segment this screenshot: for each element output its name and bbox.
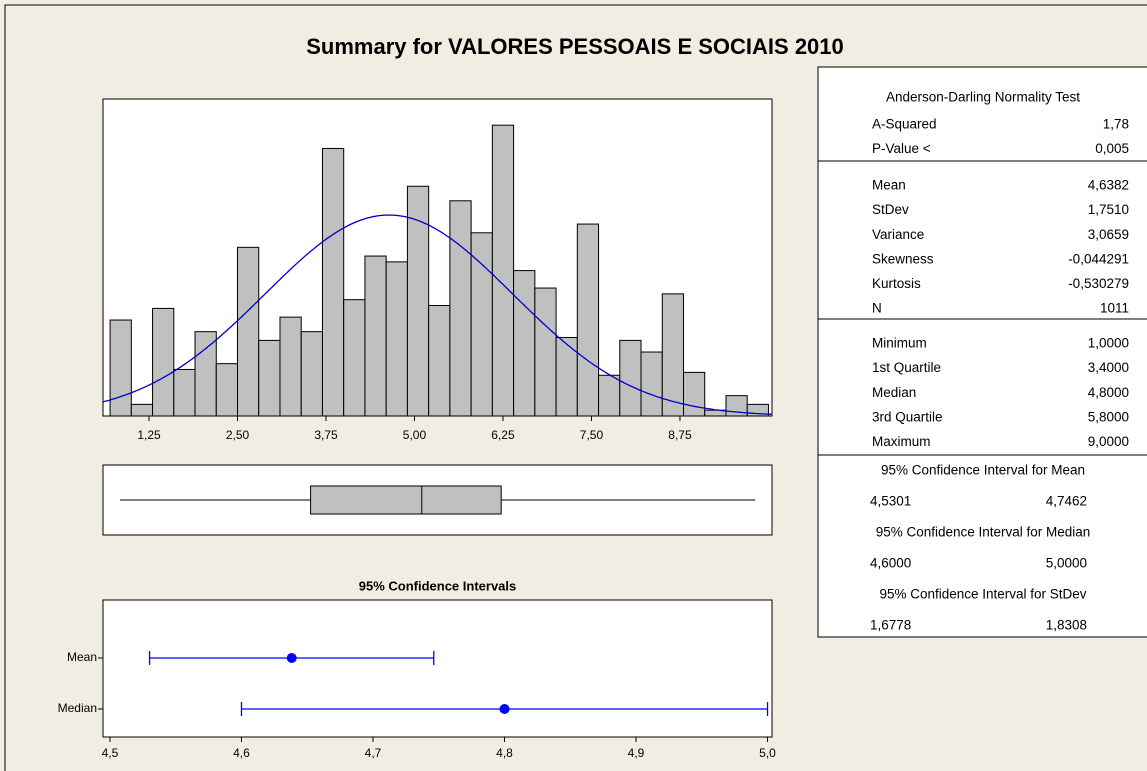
x-tick-label: 8,75 xyxy=(668,428,692,442)
box xyxy=(310,485,502,515)
table-text: 4,7462 xyxy=(1046,494,1087,509)
y-tick-label: Median xyxy=(58,701,97,715)
bar xyxy=(152,307,175,417)
table-text: 0,005 xyxy=(1095,141,1129,156)
x-tick-label: 1,25 xyxy=(137,428,161,442)
x-tick-label: 4,6 xyxy=(233,746,250,760)
table-text: 4,8000 xyxy=(1088,385,1129,400)
table-text: 4,6382 xyxy=(1088,178,1129,193)
bar xyxy=(385,261,408,417)
bar xyxy=(661,293,685,417)
bar xyxy=(449,200,472,417)
bar xyxy=(683,371,706,417)
bar xyxy=(173,368,196,417)
bar xyxy=(576,223,600,417)
table-text: P-Value < xyxy=(872,141,931,156)
bar xyxy=(513,270,536,417)
bar xyxy=(470,232,493,417)
bar xyxy=(598,374,621,417)
table-text: 1,6778 xyxy=(870,618,911,633)
table-text: A-Squared xyxy=(872,117,937,132)
table-text: 5,8000 xyxy=(1088,409,1129,424)
bar xyxy=(364,255,387,417)
table-text: 5,0000 xyxy=(1046,556,1087,571)
x-tick-label: 5,00 xyxy=(403,428,427,442)
fit-curve xyxy=(102,214,773,415)
bar xyxy=(300,331,323,417)
interval-title: 95% Confidence Intervals xyxy=(359,578,517,593)
bar xyxy=(109,319,132,417)
bar xyxy=(321,147,345,417)
table-text: Anderson-Darling Normality Test xyxy=(886,90,1080,105)
table-text: 1011 xyxy=(1100,301,1129,316)
table-text: StDev xyxy=(872,202,909,217)
table-text: 3,4000 xyxy=(1088,360,1129,375)
table-text: Maximum xyxy=(872,434,931,449)
table-text: 95% Confidence Interval for Median xyxy=(876,525,1091,540)
x-tick-label: 3,75 xyxy=(314,428,338,442)
x-tick-label: 5,0 xyxy=(759,746,776,760)
table-text: 1,78 xyxy=(1103,117,1129,132)
x-tick-label: 6,25 xyxy=(491,428,515,442)
bar xyxy=(194,331,217,417)
table-text: 3,0659 xyxy=(1088,227,1129,242)
table-text: 1,0000 xyxy=(1088,336,1129,351)
x-tick-label: 4,8 xyxy=(496,746,513,760)
bar xyxy=(428,304,451,417)
bar xyxy=(491,124,515,417)
table-text: -0,530279 xyxy=(1068,276,1129,291)
x-tick-label: 4,5 xyxy=(102,746,119,760)
main-title: Summary for VALORES PESSOAIS E SOCIAIS 2… xyxy=(306,34,844,59)
bar xyxy=(258,339,281,417)
table-text: 1,8308 xyxy=(1046,618,1087,633)
table-text: 95% Confidence Interval for StDev xyxy=(879,587,1086,602)
bar xyxy=(534,287,557,417)
table-text: Median xyxy=(872,385,916,400)
table-text: 3rd Quartile xyxy=(872,409,943,424)
table-text: 9,0000 xyxy=(1088,434,1129,449)
bar xyxy=(237,246,260,417)
y-tick-label: Mean xyxy=(67,650,97,664)
table-text: Minimum xyxy=(872,336,927,351)
bar xyxy=(619,339,642,417)
bar xyxy=(640,351,663,417)
estimate-dot xyxy=(286,653,297,663)
x-tick-label: 7,50 xyxy=(580,428,604,442)
estimate-dot xyxy=(499,704,510,714)
bar xyxy=(215,363,239,417)
table-text: Variance xyxy=(872,227,924,242)
interval-panel xyxy=(102,599,773,738)
table-text: 1st Quartile xyxy=(872,360,941,375)
table-text: Mean xyxy=(872,178,906,193)
x-tick-label: 4,9 xyxy=(628,746,645,760)
table-text: 4,5301 xyxy=(870,494,911,509)
stats-table xyxy=(817,66,1147,638)
bar xyxy=(746,403,769,417)
table-text: 1,7510 xyxy=(1088,202,1129,217)
table-text: -0,044291 xyxy=(1068,251,1129,266)
table-text: N xyxy=(872,301,882,316)
x-tick-label: 4,7 xyxy=(365,746,382,760)
x-tick-label: 2,50 xyxy=(226,428,250,442)
bar xyxy=(130,403,154,417)
bar xyxy=(555,336,578,417)
table-text: 4,6000 xyxy=(870,556,911,571)
table-text: Skewness xyxy=(872,251,934,266)
bar xyxy=(343,299,366,417)
table-text: 95% Confidence Interval for Mean xyxy=(881,463,1085,478)
bar xyxy=(279,316,302,417)
bar xyxy=(406,185,430,417)
table-text: Kurtosis xyxy=(872,276,921,291)
